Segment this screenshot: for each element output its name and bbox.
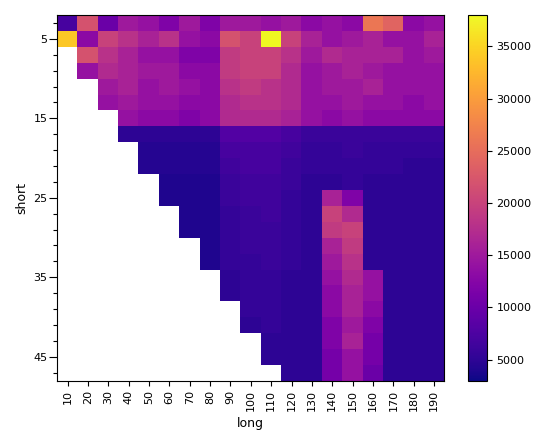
Y-axis label: short: short bbox=[15, 182, 28, 214]
X-axis label: long: long bbox=[237, 417, 264, 430]
